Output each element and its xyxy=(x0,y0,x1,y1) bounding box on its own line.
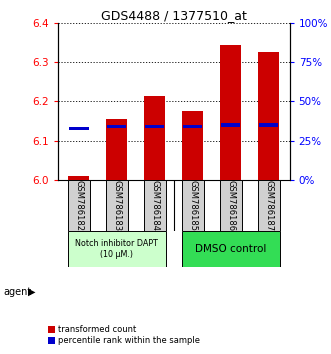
Text: GSM786185: GSM786185 xyxy=(188,180,197,231)
Title: GDS4488 / 1377510_at: GDS4488 / 1377510_at xyxy=(101,9,247,22)
Bar xyxy=(183,125,203,129)
Bar xyxy=(258,52,279,180)
Text: GSM786184: GSM786184 xyxy=(150,180,159,231)
Bar xyxy=(69,127,88,130)
Text: DMSO control: DMSO control xyxy=(195,244,266,254)
Text: GSM786186: GSM786186 xyxy=(226,180,235,231)
Bar xyxy=(69,176,89,180)
Bar xyxy=(145,125,165,129)
Bar xyxy=(220,180,242,231)
Text: ▶: ▶ xyxy=(28,287,36,297)
Bar xyxy=(220,45,241,180)
Text: Notch inhibitor DAPT
(10 μM.): Notch inhibitor DAPT (10 μM.) xyxy=(75,239,158,259)
Text: agent: agent xyxy=(3,287,31,297)
Text: GSM786182: GSM786182 xyxy=(74,180,83,231)
Bar xyxy=(106,119,127,180)
Bar xyxy=(68,231,166,267)
Bar xyxy=(182,231,280,267)
Bar xyxy=(107,125,126,129)
Legend: transformed count, percentile rank within the sample: transformed count, percentile rank withi… xyxy=(47,325,201,346)
Bar xyxy=(68,180,90,231)
Bar xyxy=(258,180,280,231)
Bar xyxy=(144,96,165,180)
Text: GSM786183: GSM786183 xyxy=(112,180,121,231)
Text: GSM786187: GSM786187 xyxy=(264,180,273,231)
Bar xyxy=(221,123,240,126)
Bar xyxy=(182,111,203,180)
Bar xyxy=(182,180,204,231)
Bar xyxy=(106,180,128,231)
Bar xyxy=(144,180,166,231)
Bar xyxy=(259,123,278,126)
